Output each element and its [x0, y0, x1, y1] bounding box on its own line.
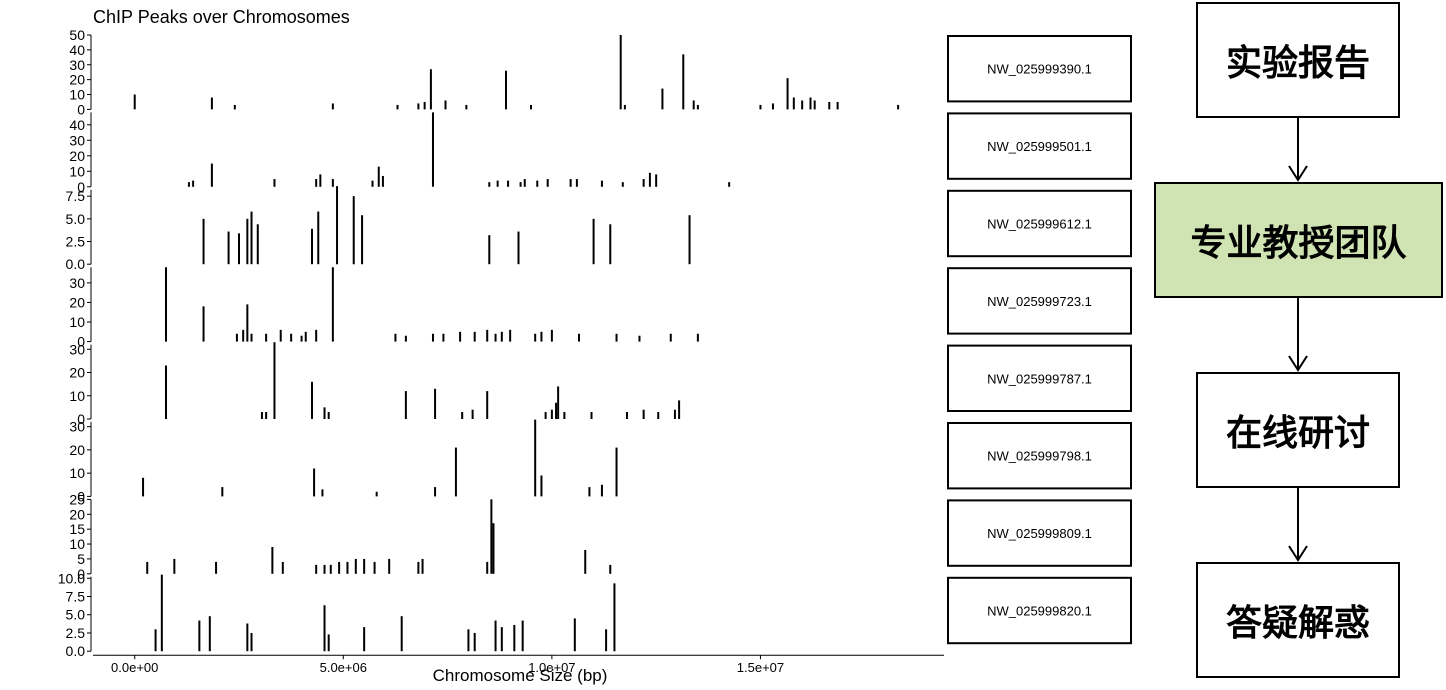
y-tick-label: 10 — [69, 465, 85, 481]
y-tick-label: 0 — [77, 334, 85, 350]
panel-5: 0 10 20 30 NW_025999787.1 — [69, 341, 1132, 427]
panel-4: 0 10 20 30 NW_025999723.1 — [69, 267, 1132, 350]
y-tick-label: 30 — [69, 57, 85, 73]
flow-step-4: 答疑解惑 — [1196, 562, 1400, 678]
y-tick-label: 20 — [69, 294, 85, 310]
flow-step-1: 实验报告 — [1196, 2, 1400, 118]
y-tick-label: 0.0 — [66, 643, 86, 659]
strip-box — [947, 344, 1132, 413]
y-tick-label: 15 — [69, 521, 85, 537]
chip-peaks-chart: ChIP Peaks over Chromosomes Chromosome S… — [58, 7, 1132, 685]
x-axis-label: Chromosome Size (bp) — [433, 666, 608, 685]
strip-label: NW_025999501.1 — [987, 139, 1092, 154]
y-tick-label: 40 — [69, 117, 85, 133]
strip-label: NW_025999798.1 — [987, 449, 1092, 464]
y-tick-label: 20 — [69, 442, 85, 458]
y-tick-label: 30 — [69, 132, 85, 148]
y-tick-label: 0.0 — [66, 256, 86, 272]
chart-title: ChIP Peaks over Chromosomes — [93, 7, 350, 27]
y-tick-label: 20 — [69, 72, 85, 88]
y-tick-label: 0 — [77, 488, 85, 504]
strip-box — [947, 576, 1132, 645]
y-tick-label: 10 — [69, 87, 85, 103]
y-tick-label: 0 — [77, 101, 85, 117]
strip-box — [947, 422, 1132, 490]
strip-label: NW_025999787.1 — [987, 371, 1092, 386]
y-tick-label: 5.0 — [66, 211, 86, 227]
y-tick-label: 20 — [69, 365, 85, 381]
panel-3: 0.0 2.5 5.0 7.5 NW_025999612.1 — [66, 186, 1132, 272]
arrowhead-1 — [1288, 165, 1308, 182]
x-tick-label: 1.5e+07 — [737, 660, 784, 675]
y-tick-label: 2.5 — [66, 625, 86, 641]
y-tick-label: 10 — [69, 536, 85, 552]
y-tick-label: 5 — [77, 551, 85, 567]
y-tick-label: 0 — [77, 179, 85, 195]
y-tick-label: 0 — [77, 411, 85, 427]
y-tick-label: 20 — [69, 506, 85, 522]
y-tick-label: 0 — [77, 566, 85, 582]
strip-label: NW_025999809.1 — [987, 526, 1092, 541]
panel-6: 0 10 20 30 NW_025999798.1 — [69, 419, 1132, 504]
y-tick-label: 7.5 — [66, 188, 86, 204]
x-tick-label: 0.0e+00 — [111, 660, 158, 675]
y-tick-label: 10 — [69, 314, 85, 330]
strip-label: NW_025999723.1 — [987, 294, 1092, 309]
y-tick-label: 7.5 — [66, 588, 86, 604]
arrowhead-2 — [1288, 355, 1308, 372]
y-tick-label: 30 — [69, 419, 85, 435]
y-tick-label: 50 — [69, 27, 85, 43]
panel-8: 0.0 2.5 5.0 7.5 10.0 NW_025999820.1 — [58, 570, 1132, 659]
strip-label: NW_025999820.1 — [987, 604, 1092, 619]
y-tick-label: 40 — [69, 42, 85, 58]
y-tick-label: 10 — [69, 163, 85, 179]
arrowhead-3 — [1288, 545, 1308, 562]
strip-box — [947, 112, 1132, 180]
strip-label: NW_025999390.1 — [987, 62, 1092, 77]
strip-box — [947, 189, 1132, 258]
x-tick-label: 1.0e+07 — [528, 660, 575, 675]
y-tick-label: 10 — [69, 388, 85, 404]
y-tick-label: 30 — [69, 275, 85, 291]
x-tick-label: 5.0e+06 — [320, 660, 367, 675]
strip-box — [947, 267, 1132, 335]
y-tick-label: 20 — [69, 148, 85, 164]
strip-label: NW_025999612.1 — [987, 217, 1092, 232]
flow-step-3: 在线研讨 — [1196, 372, 1400, 488]
y-tick-label: 25 — [69, 491, 85, 507]
strip-box — [947, 35, 1132, 103]
y-tick-label: 30 — [69, 341, 85, 357]
x-axis: 0.0e+00 5.0e+06 1.0e+07 1.5e+07 — [93, 654, 944, 675]
y-tick-label: 2.5 — [66, 234, 86, 250]
y-tick-label: 10.0 — [58, 570, 85, 586]
flow-step-2-highlighted: 专业教授团队 — [1154, 182, 1443, 298]
strip-box — [947, 499, 1132, 567]
y-tick-label: 5.0 — [66, 607, 86, 623]
